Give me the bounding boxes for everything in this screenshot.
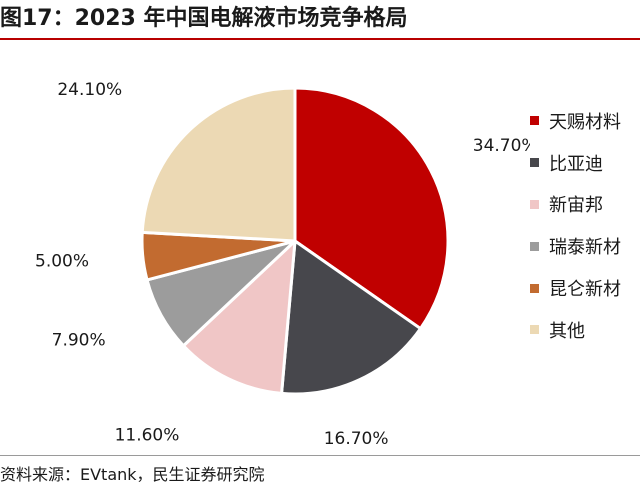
pie-chart: 34.70% 16.70% 11.60% 7.90% 5.00% 24.10% — [35, 80, 530, 449]
legend-label: 比亚迪 — [549, 153, 603, 175]
legend-item: 天赐材料 — [530, 100, 640, 142]
pie-slice-1 — [293, 86, 450, 331]
pie-slice-3 — [181, 239, 297, 395]
source-note: 资料来源：EVtank，民生证券研究院 — [0, 465, 265, 484]
legend-item: 瑞泰新材 — [530, 225, 640, 267]
legend-swatch — [530, 283, 539, 293]
legend-swatch — [530, 325, 539, 335]
legend-item: 昆仑新材 — [530, 267, 640, 309]
pie-slice-2 — [280, 239, 422, 396]
legend-label: 天赐材料 — [549, 111, 621, 133]
legend-swatch — [530, 199, 539, 209]
data-label-4: 7.90% — [52, 330, 106, 350]
legend-label: 昆仑新材 — [549, 279, 621, 301]
pie-data-labels: 34.70% 16.70% 11.60% 7.90% 5.00% 24.10% — [35, 80, 530, 449]
legend-item: 新宙邦 — [530, 184, 640, 226]
data-label-5: 5.00% — [35, 252, 89, 272]
data-label-3: 11.60% — [115, 425, 180, 445]
data-label-6: 24.10% — [57, 80, 122, 100]
data-label-1: 34.70% — [473, 136, 530, 156]
legend-item: 比亚迪 — [530, 142, 640, 184]
legend-swatch — [530, 158, 539, 168]
legend-swatch — [530, 241, 539, 251]
footer-divider — [0, 455, 640, 456]
title-divider — [0, 38, 640, 40]
legend: 天赐材料比亚迪新宙邦瑞泰新材昆仑新材其他 — [530, 100, 640, 351]
legend-label: 瑞泰新材 — [549, 237, 621, 259]
pie-slices — [140, 86, 450, 396]
data-label-2: 16.70% — [324, 429, 389, 449]
legend-label: 新宙邦 — [549, 195, 603, 217]
legend-label: 其他 — [549, 320, 585, 342]
chart-title: 图17：2023 年中国电解液市场竞争格局 — [0, 6, 408, 31]
legend-item: 其他 — [530, 309, 640, 351]
pie-slice-6 — [140, 86, 297, 243]
legend-swatch — [530, 116, 539, 126]
